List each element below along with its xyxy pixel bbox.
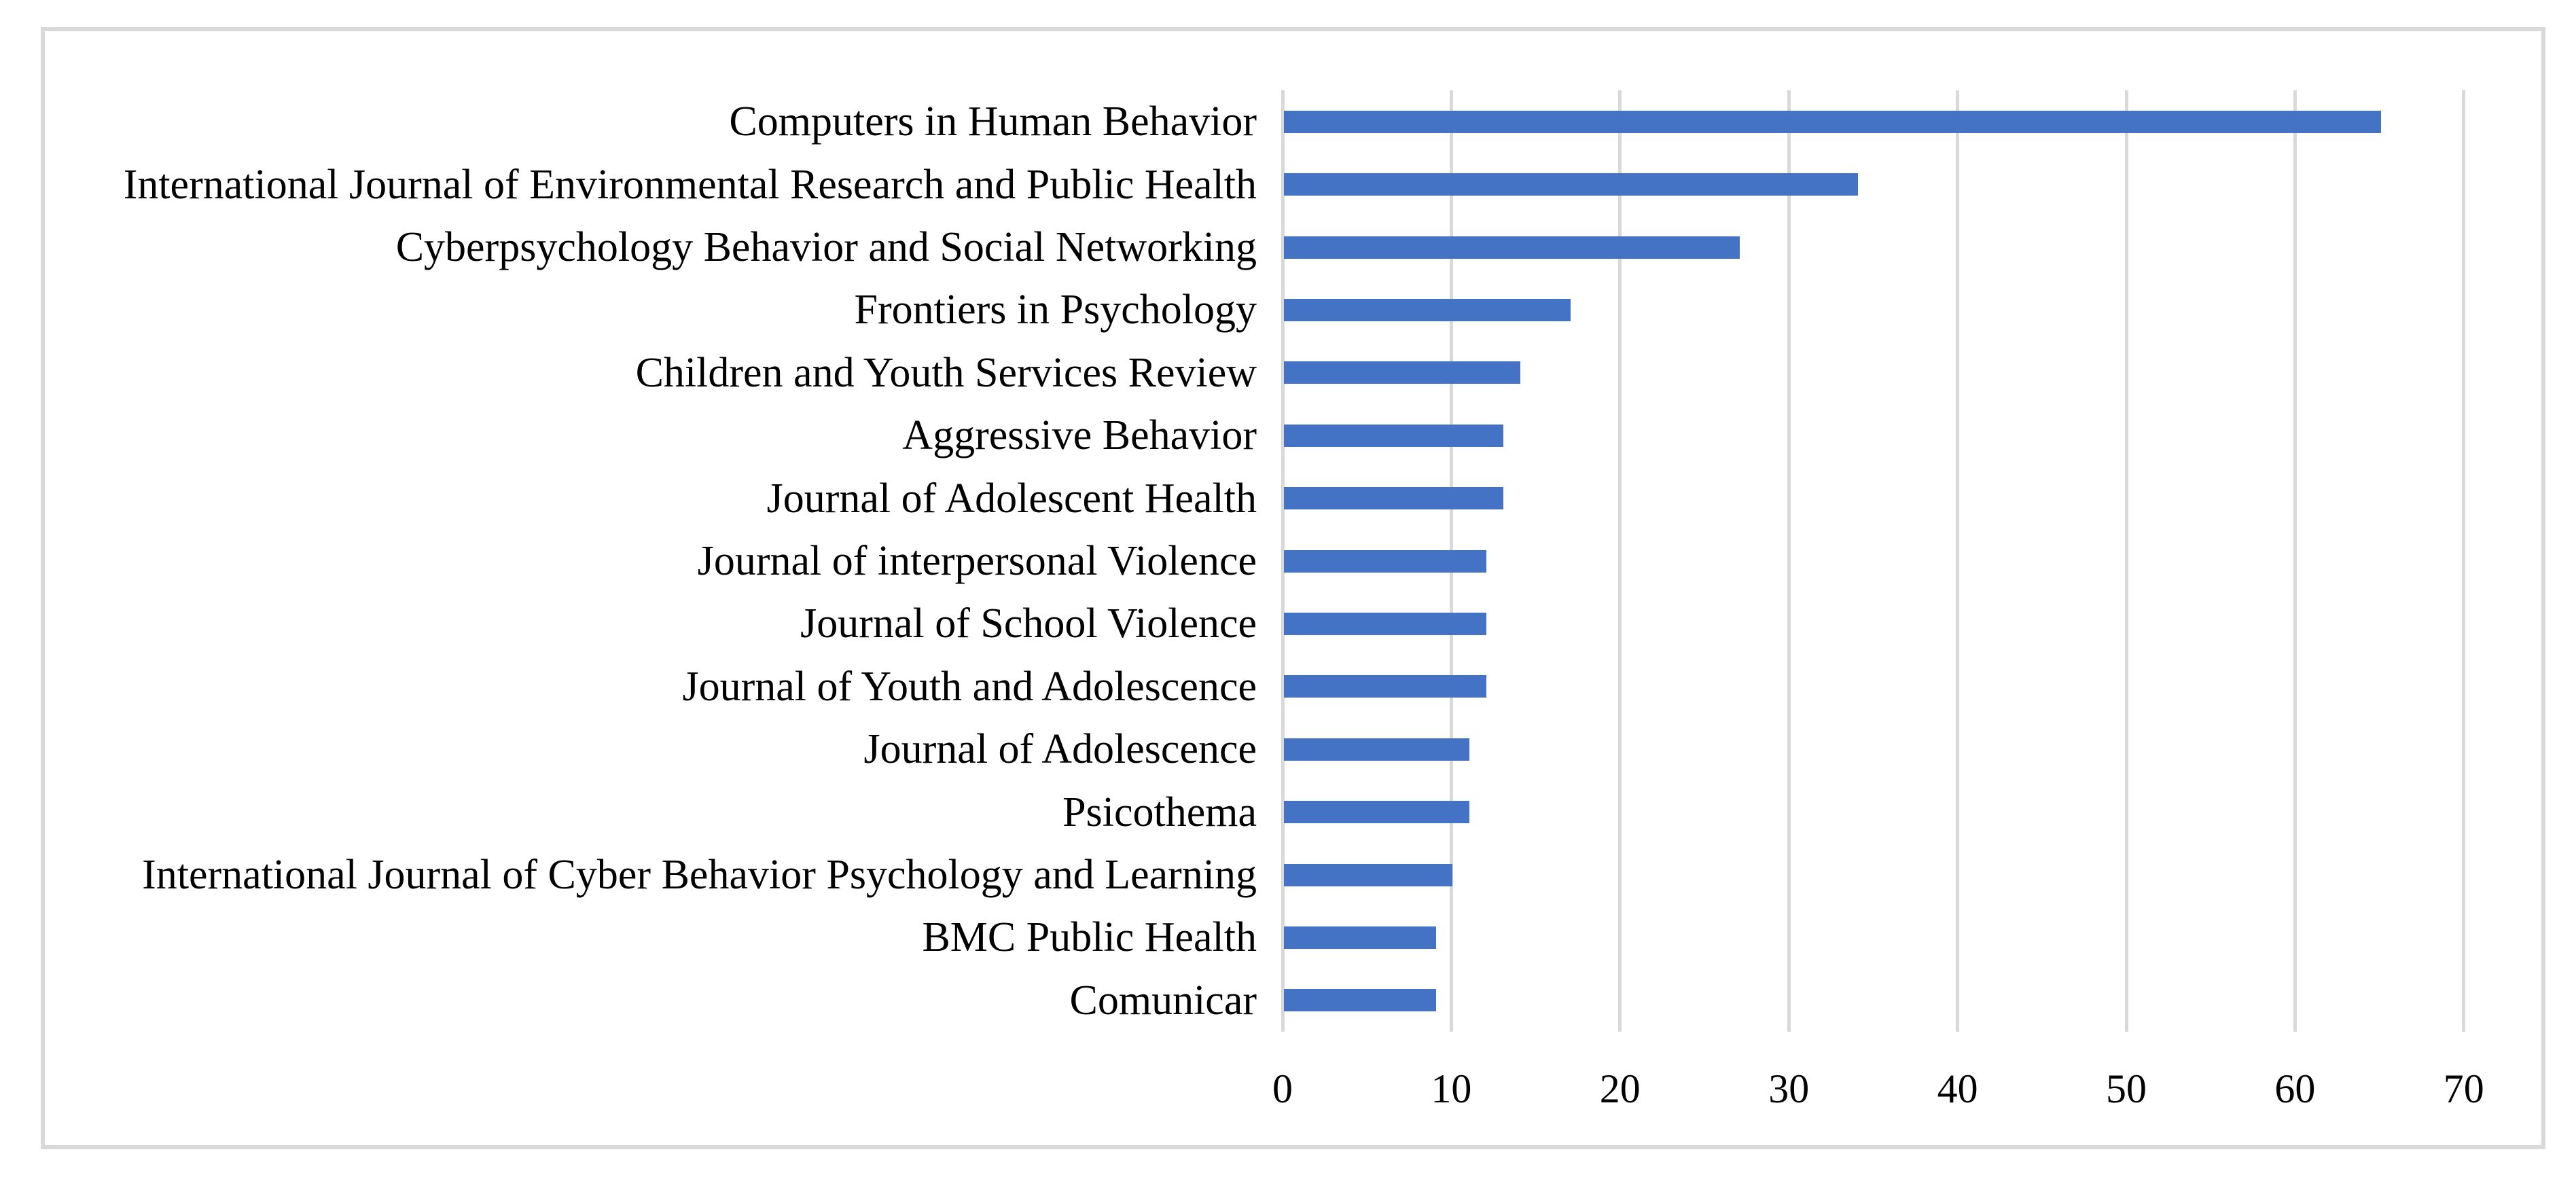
bar [1284,738,1470,761]
bar [1284,801,1470,824]
category-label: Children and Youth Services Review [635,349,1257,396]
x-tick-label: 40 [1937,1066,1978,1111]
gridline-x-60 [2293,90,2297,1032]
bar [1284,549,1487,573]
bar [1284,863,1453,886]
bar [1284,989,1436,1012]
category-label: Journal of School Violence [800,600,1257,647]
x-tick-label: 70 [2443,1066,2484,1111]
gridline-x-40 [1956,90,1960,1032]
gridline-x-70 [2462,90,2466,1032]
gridline-x-30 [1787,90,1791,1032]
gridline-x-50 [2124,90,2128,1032]
bar [1284,926,1436,949]
bar [1284,675,1487,698]
x-tick-label: 60 [2274,1066,2316,1111]
category-label: Journal of Adolescence [863,726,1257,773]
bar [1284,361,1520,384]
category-label: Frontiers in Psychology [854,287,1257,333]
x-tick-label: 50 [2106,1066,2147,1111]
category-label: Aggressive Behavior [902,412,1257,459]
bar [1284,236,1740,259]
bar [1284,424,1503,447]
chart-frame: Computers in Human Behavior International… [41,27,2545,1149]
category-label: Comunicar [1069,977,1257,1024]
x-tick-label: 10 [1431,1066,1472,1111]
category-label: Journal of Youth and Adolescence [682,663,1257,710]
bar [1284,487,1503,510]
category-label: International Journal of Environmental R… [123,161,1257,208]
category-label: Computers in Human Behavior [729,98,1257,145]
category-label: Journal of Adolescent Health [766,475,1257,522]
bar [1284,612,1487,635]
category-label: Journal of interpersonal Violence [697,537,1257,584]
category-label: International Journal of Cyber Behavior … [142,851,1257,898]
gridline-x-0 [1281,90,1285,1032]
x-tick-label: 20 [1599,1066,1641,1111]
category-label: Cyberpsychology Behavior and Social Netw… [395,223,1257,270]
bar [1284,298,1571,321]
bar [1284,110,2381,133]
category-label: Psicothema [1062,789,1257,835]
bar [1284,173,1858,196]
category-label: BMC Public Health [922,914,1257,961]
gridline-x-20 [1618,90,1622,1032]
x-tick-label: 30 [1768,1066,1810,1111]
x-tick-label: 0 [1272,1066,1293,1111]
